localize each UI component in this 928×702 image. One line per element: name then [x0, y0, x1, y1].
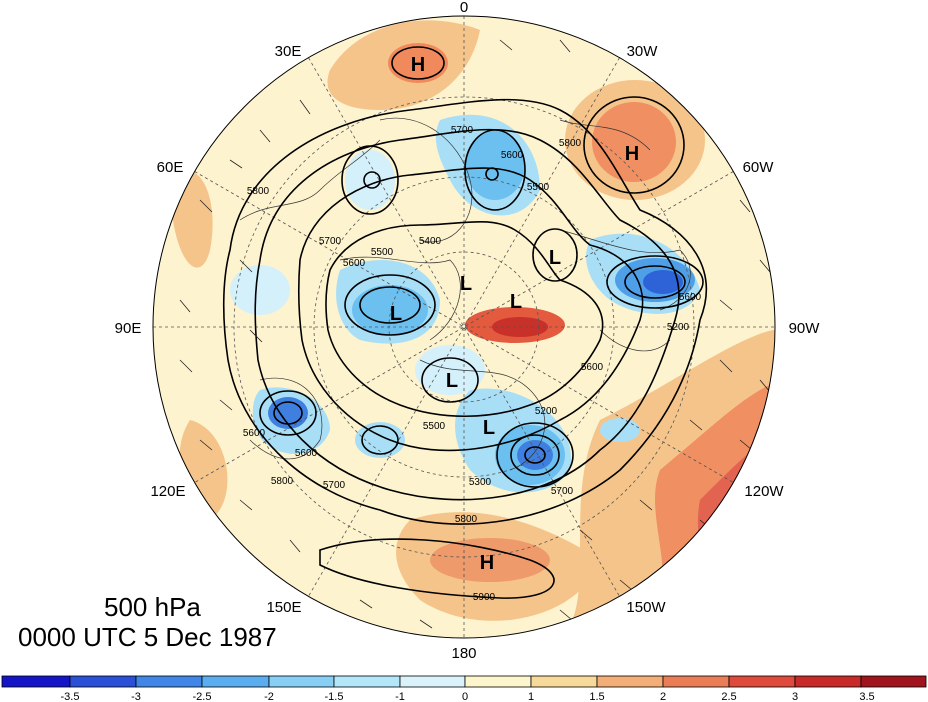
lon-label-150w: 150W: [626, 599, 666, 616]
colorbar-box: [268, 675, 335, 688]
lon-label-30e: 30E: [275, 43, 302, 60]
contour-label: 5600: [501, 150, 524, 161]
map-boundary: [152, 15, 776, 639]
colorbar-tick-label: 3.5: [859, 691, 874, 702]
contour-label: 5600: [295, 448, 318, 459]
contour-label: 5800: [271, 476, 294, 487]
colorbar-tick-label: -2.5: [193, 691, 212, 702]
colorbar-tick-label: 2: [660, 691, 666, 702]
anomaly-field: [153, 16, 775, 638]
contour-label: 5500: [423, 421, 446, 432]
low-pressure-marker: L: [549, 247, 561, 269]
high-pressure-marker: H: [411, 54, 425, 76]
contour-label: 5400: [419, 236, 442, 247]
contour-label: 5800: [247, 186, 270, 197]
contour-label: 5300: [469, 477, 492, 488]
lon-label-120e: 120E: [150, 483, 185, 500]
lon-label-90e: 90E: [115, 320, 142, 337]
lon-label-180: 180: [451, 645, 476, 662]
low-pressure-marker: L: [510, 291, 522, 313]
colorbar-tick-label: 1.5: [589, 691, 604, 702]
wind-barbs: [179, 39, 771, 629]
colorbar-box: [1, 675, 71, 688]
colorbar-box: [135, 675, 203, 688]
colorbar-tick-label: 0: [462, 691, 468, 702]
high-pressure-marker: H: [480, 552, 494, 574]
contour-label: 5700: [551, 486, 574, 497]
colorbar-box: [399, 675, 466, 688]
lon-label-60w: 60W: [743, 159, 775, 176]
lon-label-0: 0: [460, 0, 468, 16]
colorbar-boxes: [1, 675, 927, 688]
datetime-title: 0000 UTC 5 Dec 1987: [18, 622, 277, 652]
colorbar-box: [794, 675, 862, 688]
lon-label-60e: 60E: [157, 159, 184, 176]
colorbar-box: [333, 675, 401, 688]
contour-label: 5500: [527, 182, 550, 193]
contour-label: 5800: [455, 514, 478, 525]
high-pressure-marker: H: [625, 143, 639, 165]
pressure-level-title: 500 hPa: [104, 592, 201, 622]
colorbar-box: [596, 675, 664, 688]
low-pressure-marker: L: [446, 370, 458, 392]
contour-label: 5600: [343, 258, 366, 269]
colorbar-tick-label: -3: [131, 691, 141, 702]
contour-label: 5700: [323, 480, 346, 491]
low-pressure-marker: L: [390, 303, 402, 325]
contour-label: 5500: [371, 247, 394, 258]
colorbar-box: [860, 675, 927, 688]
contour-label: 5600: [581, 362, 604, 373]
colorbar-tick-label: 1: [528, 691, 534, 702]
colorbar-tick-label: -3.5: [61, 691, 80, 702]
contour-label: 5700: [319, 236, 342, 247]
colorbar-tick-label: 3: [792, 691, 798, 702]
colorbar-box: [662, 675, 730, 688]
lon-label-150e: 150E: [266, 599, 301, 616]
lon-label-90w: 90W: [789, 320, 821, 337]
contour-label: 5900: [473, 592, 496, 603]
contour-label: 5700: [451, 125, 474, 136]
contour-label: 5600: [679, 292, 702, 303]
colorbar-box: [464, 675, 532, 688]
colorbar-box: [530, 675, 598, 688]
low-pressure-marker: L: [483, 417, 495, 439]
contour-label: 5800: [559, 138, 582, 149]
lon-label-120w: 120W: [744, 483, 784, 500]
colorbar-tick-label: -1.5: [325, 691, 344, 702]
contour-label: 5200: [667, 322, 690, 333]
height-contours: [222, 46, 708, 599]
colorbar-tick-label: -1: [395, 691, 405, 702]
contour-label: 5600: [243, 428, 266, 439]
colorbar-tick-label: 2.5: [721, 691, 736, 702]
contour-label: 5200: [535, 406, 558, 417]
colorbar-tick-label: -2: [264, 691, 274, 702]
colorbar-box: [201, 675, 270, 688]
colorbar-box: [728, 675, 796, 688]
lon-label-30w: 30W: [627, 43, 659, 60]
low-pressure-marker: L: [460, 273, 472, 295]
colorbar: -3.5 -3 -2.5 -2 -1.5 -1 0 1 1.5 2 2.5 3 …: [1, 675, 927, 702]
colorbar-box: [69, 675, 137, 688]
